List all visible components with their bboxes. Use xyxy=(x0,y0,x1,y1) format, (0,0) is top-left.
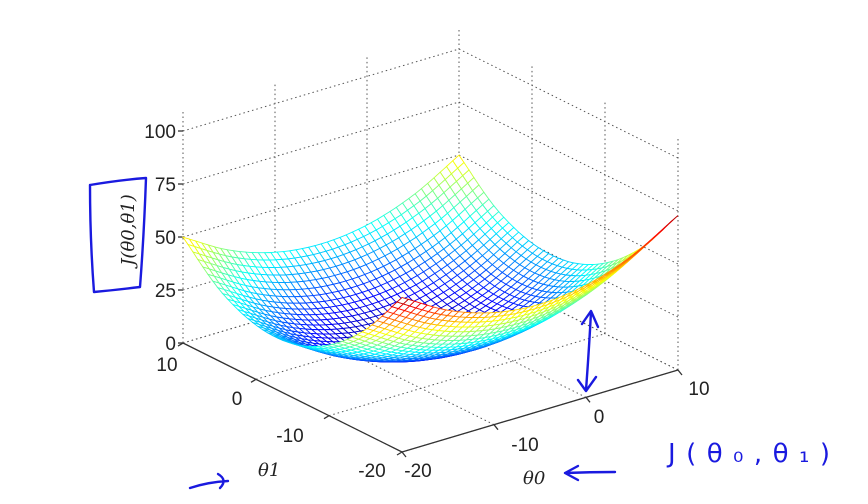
y-tick-mark xyxy=(396,451,403,456)
x-tick-mark xyxy=(677,369,683,376)
x-tick-mark xyxy=(493,424,499,431)
z-grid-line xyxy=(182,48,460,132)
axes xyxy=(177,109,683,458)
z-grid-line xyxy=(182,154,460,238)
x-tick-label: 10 xyxy=(688,379,709,400)
x-tick-mark xyxy=(585,396,591,403)
z-tick-label: 0 xyxy=(165,334,176,355)
handwritten-cost-label: J(θ₀,θ₁) xyxy=(666,439,830,469)
zlabel-box-annotation xyxy=(88,176,148,294)
z-tick-label: 100 xyxy=(144,122,176,143)
z-grid-line xyxy=(458,154,679,265)
y-axis-line xyxy=(182,342,403,453)
y-tick-label: -10 xyxy=(276,426,303,447)
y-tick-label: 0 xyxy=(232,389,243,410)
z-grid-line xyxy=(458,101,679,212)
y-tick-mark xyxy=(323,415,330,420)
y-tick-mark xyxy=(250,378,257,383)
right-arrow-annotation xyxy=(188,472,230,490)
x-tick-label: 0 xyxy=(594,407,605,428)
z-grid-line xyxy=(182,101,460,185)
y-axis-label: θ1 xyxy=(258,460,280,481)
x-tick-label: -20 xyxy=(404,461,431,482)
z-tick-label: 75 xyxy=(155,175,176,196)
x-axis-label: θ0 xyxy=(523,468,545,489)
double-arrow-annotation xyxy=(576,309,600,393)
y-tick-label: -20 xyxy=(358,461,385,482)
y-floor-grid-line xyxy=(328,333,606,417)
mesh-surface xyxy=(181,154,679,363)
z-axis-label: J(θ0,θ1) xyxy=(118,194,139,270)
x-tick-label: -10 xyxy=(511,435,538,456)
z-tick-label: 50 xyxy=(155,228,176,249)
z-grid-line xyxy=(458,48,679,159)
z-tick-label: 25 xyxy=(155,281,176,302)
left-arrow-annotation xyxy=(563,464,617,482)
y-tick-label: 10 xyxy=(156,355,177,376)
mesh-cell xyxy=(396,296,410,305)
x-tick-mark xyxy=(401,451,407,458)
x-axis-line xyxy=(401,369,679,453)
